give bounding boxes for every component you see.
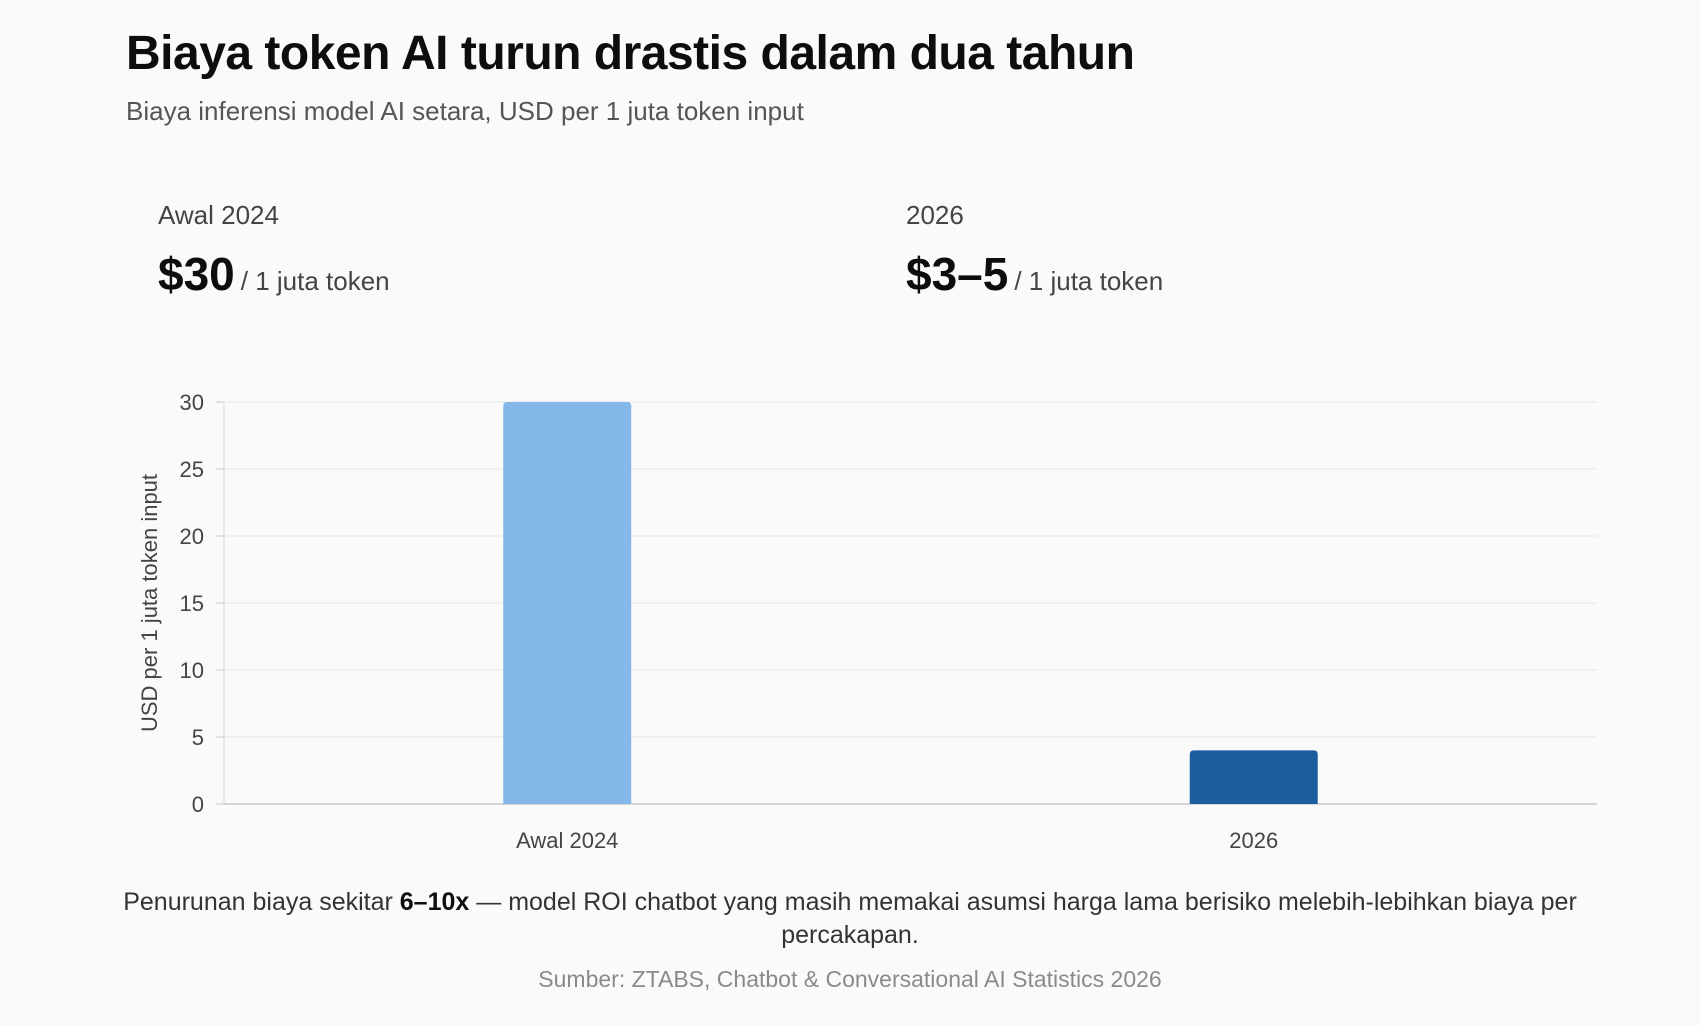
bar-2026 <box>1189 750 1318 804</box>
stat-value: $3–5 <box>906 248 1009 300</box>
y-tick-label: 5 <box>192 725 204 750</box>
stat-unit: / 1 juta token <box>240 266 390 296</box>
y-axis-label: USD per 1 juta token input <box>137 474 162 732</box>
stat-card-2026: 2026 $3–5/ 1 juta token <box>906 200 1163 301</box>
y-tick-label: 10 <box>180 658 204 683</box>
y-tick-label: 30 <box>180 390 204 415</box>
footnote-text-after: — model ROI chatbot yang masih memakai a… <box>469 888 1577 949</box>
source-note: Sumber: ZTABS, Chatbot & Conversational … <box>538 966 1162 992</box>
chart-title: Biaya token AI turun drastis dalam dua t… <box>126 27 1135 80</box>
stat-card-2024: Awal 2024 $30/ 1 juta token <box>158 200 390 301</box>
chart-subtitle: Biaya inferensi model AI setara, USD per… <box>126 96 804 126</box>
stat-label: Awal 2024 <box>158 200 279 230</box>
stat-unit: / 1 juta token <box>1014 266 1164 296</box>
x-tick-label: 2026 <box>1229 828 1278 853</box>
stat-value: $30 <box>158 248 235 300</box>
bar-awal-2024 <box>503 402 632 804</box>
footnote-emphasis: 6–10x <box>399 888 470 916</box>
y-tick-label: 25 <box>180 457 204 482</box>
y-tick-label: 20 <box>180 524 204 549</box>
footnote: Penurunan biaya sekitar 6–10x — model RO… <box>120 886 1580 952</box>
y-tick-label: 15 <box>180 591 204 616</box>
x-tick-label: Awal 2024 <box>516 828 618 853</box>
footnote-text-before: Penurunan biaya sekitar <box>123 888 400 916</box>
stat-label: 2026 <box>906 200 964 230</box>
y-tick-label: 0 <box>192 792 204 817</box>
